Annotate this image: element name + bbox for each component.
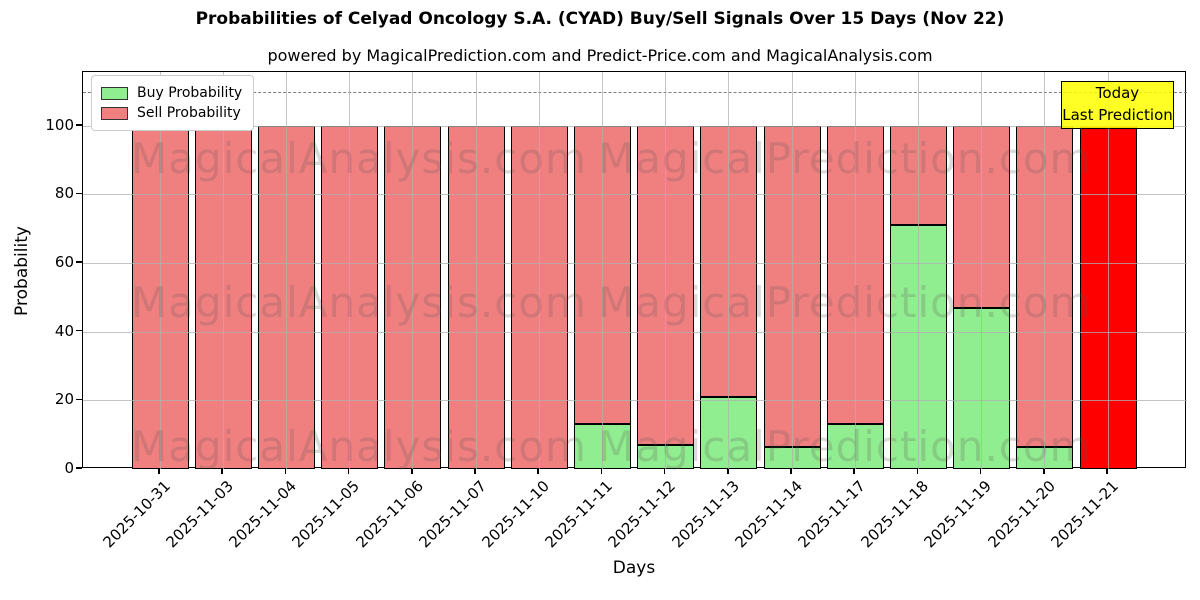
legend-item: Sell Probability [101, 103, 242, 123]
vertical-gridline [791, 72, 793, 469]
legend-swatch-buy [101, 86, 128, 100]
x-tick-label: 2025-11-03 [162, 477, 237, 552]
x-tick-label: 2025-11-05 [288, 477, 364, 552]
vertical-gridline [917, 72, 919, 469]
x-tick-label: 2025-11-06 [352, 477, 427, 552]
x-tick-mark [347, 468, 350, 474]
vertical-gridline [1044, 72, 1046, 469]
vertical-gridline [285, 72, 287, 469]
x-tick-mark [979, 468, 982, 474]
vertical-gridline [854, 72, 856, 469]
horizontal-gridline [83, 125, 1187, 127]
x-tick-mark [221, 468, 223, 474]
x-tick-mark [600, 468, 603, 474]
y-tick-mark [76, 398, 82, 401]
x-tick-label: 2025-11-14 [731, 477, 806, 552]
x-tick-mark [284, 468, 287, 474]
x-tick-mark [1106, 468, 1108, 474]
today-annotation: Today Last Prediction [1061, 81, 1174, 129]
chart-subtitle: powered by MagicalPrediction.com and Pre… [267, 46, 933, 65]
y-tick-label: 40 [54, 321, 74, 340]
horizontal-gridline [83, 400, 1187, 402]
vertical-gridline [601, 72, 603, 469]
annotation-line2: Last Prediction [1062, 106, 1173, 124]
y-tick-label: 100 [45, 115, 74, 134]
x-tick-mark [727, 468, 729, 474]
x-tick-mark [158, 468, 160, 474]
watermark-text: MagicalPrediction.com [598, 422, 1092, 471]
y-tick-label: 60 [54, 253, 74, 272]
y-tick-mark [76, 261, 82, 263]
legend-item: Buy Probability [101, 83, 242, 103]
vertical-gridline [665, 72, 667, 469]
x-tick-label: 2025-11-17 [794, 477, 869, 552]
watermark-text: MagicalAnalysis.com [131, 278, 587, 327]
y-tick-label: 20 [54, 390, 74, 409]
vertical-gridline [159, 72, 161, 469]
y-tick-mark [76, 329, 82, 332]
x-tick-label: 2025-11-11 [541, 477, 617, 552]
watermark-text: MagicalAnalysis.com [131, 422, 587, 471]
vertical-gridline [1107, 72, 1109, 469]
x-axis-label: Days [612, 558, 656, 578]
legend: Buy Probability Sell Probability [91, 75, 255, 131]
watermark-text: MagicalAnalysis.com [131, 134, 587, 183]
watermark-text: MagicalPrediction.com [598, 134, 1092, 183]
vertical-gridline [728, 72, 730, 469]
vertical-gridline [981, 72, 983, 469]
threshold-dashed-line [83, 91, 1187, 93]
x-tick-label: 2025-11-07 [415, 477, 490, 552]
legend-swatch-sell [101, 106, 128, 120]
x-tick-mark [474, 468, 476, 474]
horizontal-gridline [83, 263, 1187, 265]
x-tick-label: 2025-11-12 [604, 477, 680, 552]
y-tick-mark [76, 192, 82, 195]
x-tick-mark [853, 468, 855, 474]
x-tick-mark [1043, 468, 1045, 474]
plot-area: Buy Probability Sell Probability Today La… [82, 71, 1187, 471]
legend-label: Sell Probability [137, 105, 241, 121]
y-tick-mark [76, 124, 82, 126]
vertical-gridline [222, 72, 224, 469]
x-tick-label: 2025-11-19 [920, 477, 996, 552]
legend-label: Buy Probability [137, 85, 243, 101]
watermark-text: MagicalPrediction.com [598, 278, 1092, 327]
horizontal-gridline [83, 194, 1187, 196]
x-tick-label: 2025-11-10 [478, 477, 553, 552]
y-tick-label: 0 [64, 459, 74, 477]
x-tick-label: 2025-11-13 [668, 477, 743, 552]
annotation-line1: Today [1095, 84, 1140, 102]
x-tick-mark [537, 468, 539, 474]
x-tick-mark [411, 468, 413, 474]
vertical-gridline [538, 72, 540, 469]
x-tick-mark [663, 468, 666, 474]
x-tick-label: 2025-10-31 [99, 477, 174, 552]
horizontal-gridline [83, 331, 1187, 333]
vertical-gridline [349, 72, 351, 469]
chart-title: Probabilities of Celyad Oncology S.A. (C… [195, 9, 1005, 29]
y-tick-mark [76, 467, 82, 469]
x-tick-label: 2025-11-18 [857, 477, 933, 552]
x-tick-mark [916, 468, 919, 474]
vertical-gridline [475, 72, 477, 469]
x-tick-label: 2025-11-21 [1047, 477, 1122, 552]
x-tick-label: 2025-11-20 [984, 477, 1059, 552]
vertical-gridline [412, 72, 414, 469]
y-tick-label: 80 [54, 184, 74, 203]
x-tick-mark [790, 468, 792, 474]
x-tick-label: 2025-11-04 [225, 477, 301, 552]
